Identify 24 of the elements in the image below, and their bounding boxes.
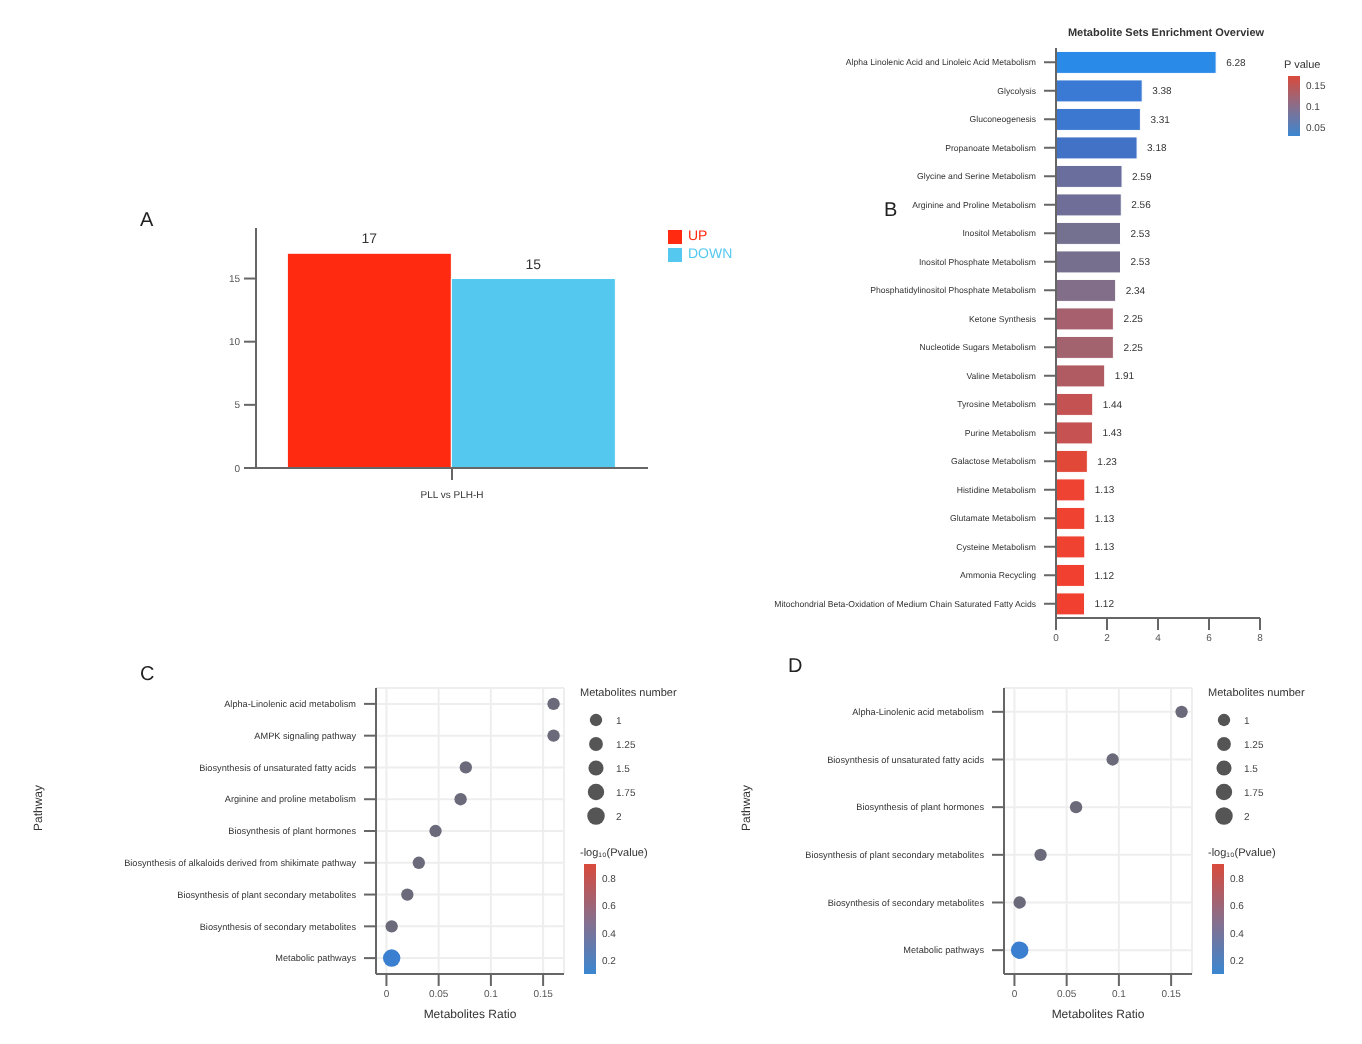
bar: [1056, 535, 1086, 559]
text: D: [788, 656, 803, 678]
text: A: [140, 210, 154, 232]
bar: [1056, 136, 1138, 160]
text: C: [140, 664, 155, 686]
bar: [1056, 478, 1086, 502]
bar: [1056, 563, 1086, 587]
bar: [1056, 164, 1123, 188]
bar: [1056, 221, 1122, 245]
bar: [1056, 392, 1094, 416]
bar: [1056, 421, 1093, 445]
bar: [1056, 50, 1217, 74]
bar: [1056, 506, 1086, 530]
bar: [1056, 449, 1088, 473]
bar: [1056, 79, 1143, 103]
bar: [1056, 107, 1141, 131]
bar: [1056, 193, 1122, 217]
bar: [1056, 250, 1122, 274]
bar: [1056, 364, 1106, 388]
bar: [1056, 307, 1114, 331]
bar: [1056, 278, 1117, 302]
bar: [1056, 592, 1086, 616]
text: B: [884, 200, 898, 222]
bar: [1056, 335, 1114, 359]
